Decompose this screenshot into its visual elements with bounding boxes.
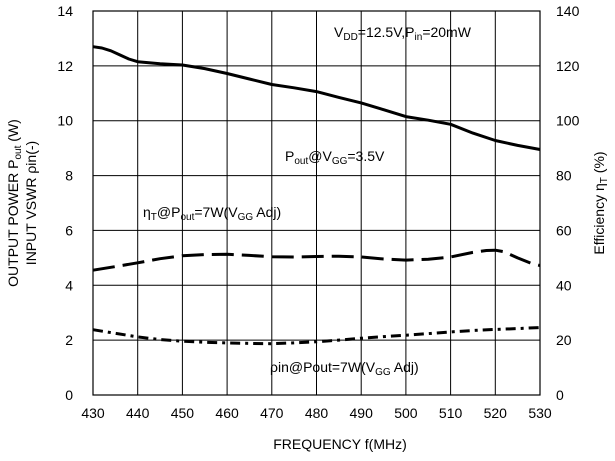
x-tick-label: 490 xyxy=(350,405,374,421)
anno-pout-a-sub: out xyxy=(294,156,308,167)
anno-pout-c: =3.5V xyxy=(347,148,385,164)
anno-cond-c: =20mW xyxy=(422,24,471,40)
x-tick-label: 500 xyxy=(394,405,418,421)
anno-vswr-b: Adj) xyxy=(391,359,419,375)
left-y-axis-title-line2: INPUT VSWR ρin(-) xyxy=(23,141,39,265)
anno-eff-a-sub: T xyxy=(151,212,157,223)
annotation-conditions: VDD=12.5V,Pin=20mW xyxy=(334,24,472,43)
right-y-label-prefix: Efficiency η xyxy=(591,183,607,254)
x-tick-label: 460 xyxy=(215,405,239,421)
anno-eff-d: Adj) xyxy=(253,204,281,220)
right-y-tick-label: 120 xyxy=(556,58,580,74)
x-tick-label: 520 xyxy=(484,405,508,421)
left-y-label-suffix: (W) xyxy=(5,119,21,145)
right-y-tick-labels: 0 20 40 60 80 100 120 140 xyxy=(556,3,580,403)
annotation-vswr: ρin@Pout=7W(VGG Adj) xyxy=(270,359,419,378)
anno-pout-b: @V xyxy=(308,148,332,164)
x-tick-label: 430 xyxy=(81,405,105,421)
anno-pout-b-sub: GG xyxy=(332,156,348,167)
x-tick-label: 440 xyxy=(126,405,150,421)
right-y-tick-label: 40 xyxy=(556,277,572,293)
left-y-tick-label: 4 xyxy=(65,277,73,293)
right-y-tick-label: 100 xyxy=(556,113,580,129)
left-y-label-prefix: OUTPUT POWER P xyxy=(5,160,21,287)
left-y-tick-label: 14 xyxy=(57,3,73,19)
left-y-tick-label: 0 xyxy=(65,387,73,403)
right-y-tick-label: 140 xyxy=(556,3,580,19)
series-line-pout xyxy=(92,45,541,151)
anno-eff-a: η xyxy=(143,204,151,220)
grid-lines xyxy=(93,11,540,395)
x-tick-labels: 430 440 450 460 470 480 490 500 510 520 530 xyxy=(81,405,552,421)
right-y-tick-label: 20 xyxy=(556,332,572,348)
anno-vswr-a-sub: GG xyxy=(375,367,391,378)
anno-cond-b: =12.5V,P xyxy=(358,24,415,40)
left-y-tick-label: 2 xyxy=(65,332,73,348)
anno-vswr-a: ρin@Pout=7W(V xyxy=(270,359,376,375)
right-y-tick-label: 80 xyxy=(556,168,572,184)
anno-eff-b-sub: out xyxy=(180,212,194,223)
anno-eff-c-sub: GG xyxy=(238,212,254,223)
anno-eff-c: =7W(V xyxy=(194,204,238,220)
anno-cond-b-sub: in xyxy=(415,32,423,43)
x-tick-label: 530 xyxy=(528,405,552,421)
left-y-tick-labels: 0 2 4 6 8 10 12 14 xyxy=(57,3,73,403)
x-tick-label: 480 xyxy=(305,405,329,421)
left-y-label-sub: out xyxy=(13,145,24,159)
series-line-vswr xyxy=(92,326,541,346)
anno-cond-a-sub: DD xyxy=(343,32,357,43)
x-axis-title: FREQUENCY f(MHz) xyxy=(273,436,407,452)
annotation-pout: Pout@VGG=3.5V xyxy=(285,148,385,167)
anno-cond-a: V xyxy=(334,24,344,40)
right-y-label-suffix: (%) xyxy=(591,151,607,177)
right-y-label-sub: T xyxy=(599,177,610,183)
right-y-tick-label: 60 xyxy=(556,222,572,238)
left-y-tick-label: 8 xyxy=(65,168,73,184)
anno-pout-a: P xyxy=(285,148,294,164)
series-line-efficiency xyxy=(92,248,541,272)
plot-frame xyxy=(92,10,541,396)
left-y-axis-title-line1: OUTPUT POWER Pout (W) xyxy=(5,119,24,287)
left-y-tick-label: 6 xyxy=(65,222,73,238)
left-y-tick-label: 12 xyxy=(57,58,73,74)
left-y-tick-label: 10 xyxy=(57,113,73,129)
anno-eff-b: @P xyxy=(157,204,181,220)
x-tick-label: 510 xyxy=(439,405,463,421)
x-tick-label: 470 xyxy=(260,405,284,421)
right-y-axis-title: Efficiency ηT (%) xyxy=(591,151,610,254)
annotation-efficiency: ηT@Pout=7W(VGG Adj) xyxy=(143,204,281,223)
x-tick-label: 450 xyxy=(171,405,195,421)
right-y-tick-label: 0 xyxy=(556,387,564,403)
series-group xyxy=(92,45,541,346)
